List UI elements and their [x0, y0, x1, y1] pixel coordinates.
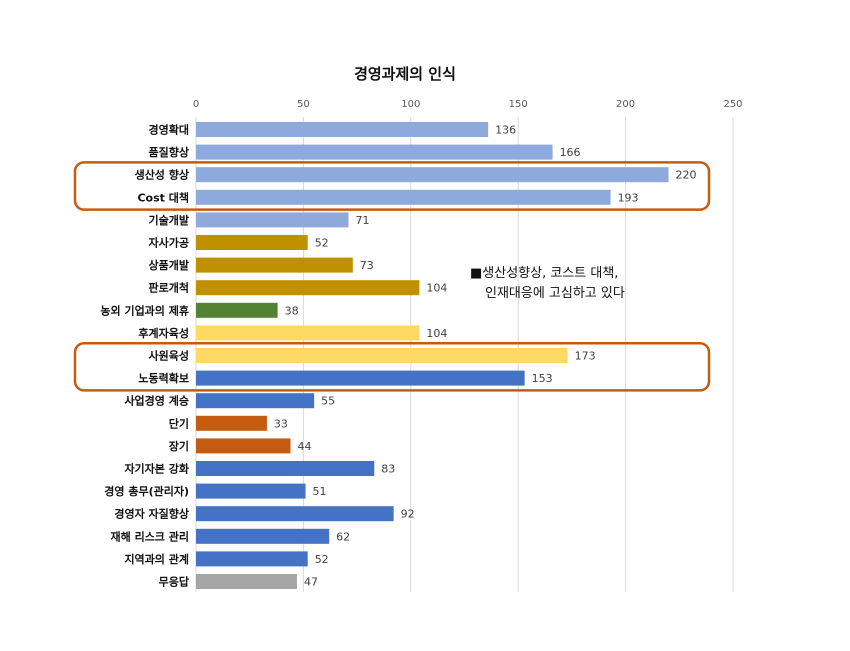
bar — [196, 325, 420, 341]
category-label: 사원육성 — [149, 349, 189, 363]
category-label: Cost 대책 — [137, 190, 189, 204]
value-label: 62 — [336, 530, 350, 543]
x-tick-label: 200 — [616, 99, 635, 110]
value-labels: 136 166 220 193 71 52 73 104 38 104 173 153 55 33 44 83… — [274, 124, 697, 589]
value-label: 47 — [304, 576, 318, 589]
bar — [196, 483, 306, 499]
x-tick-label: 0 — [193, 99, 199, 110]
bar — [196, 212, 349, 228]
x-axis-ticks: 0 50 100 150 200 250 — [193, 99, 743, 110]
value-label: 51 — [313, 485, 327, 498]
value-label: 166 — [560, 146, 581, 159]
category-label: 생산성 향상 — [135, 168, 189, 182]
bar — [196, 167, 669, 183]
category-label: 후계자육성 — [138, 326, 189, 340]
bar — [196, 415, 267, 431]
bar — [196, 189, 611, 205]
highlight-box — [73, 341, 711, 392]
annotation-line-2: 인재대응에 고심하고 있다 — [485, 286, 625, 301]
value-label: 193 — [618, 191, 639, 204]
bars — [196, 122, 669, 589]
category-label: 노동력확보 — [138, 371, 189, 385]
value-label: 33 — [274, 417, 288, 430]
value-label: 92 — [401, 508, 415, 521]
value-label: 44 — [298, 440, 312, 453]
category-label: 경영자 자질향상 — [114, 507, 189, 521]
value-label: 52 — [315, 237, 329, 250]
value-label: 38 — [285, 304, 299, 317]
value-label: 153 — [532, 372, 553, 385]
category-label: 사업경영 계승 — [124, 394, 189, 408]
category-label: 상품개발 — [149, 258, 189, 272]
x-tick-label: 150 — [509, 99, 528, 110]
bar — [196, 348, 568, 363]
chart-title: 경영과제의 인식 — [354, 65, 456, 83]
bar — [196, 302, 278, 318]
category-label: 농외 기업과의 제휴 — [100, 303, 189, 317]
category-label: 단기 — [169, 416, 189, 430]
bar — [196, 438, 291, 454]
bar — [196, 528, 330, 544]
value-label: 71 — [356, 214, 370, 227]
value-label: 55 — [321, 395, 335, 408]
bar — [196, 506, 394, 522]
category-label: 경영확대 — [149, 123, 189, 137]
category-label: 기술개발 — [149, 213, 189, 227]
value-label: 136 — [495, 124, 516, 137]
bar — [196, 144, 553, 160]
annotation-line-1: ■생산성향상, 코스트 대책, — [470, 266, 618, 281]
bar — [196, 370, 525, 386]
value-label: 220 — [676, 169, 697, 182]
category-label: 자기자본 강화 — [124, 462, 189, 476]
x-tick-label: 250 — [723, 99, 742, 110]
bar — [196, 280, 420, 296]
value-label: 104 — [426, 327, 447, 340]
category-label: 지역과의 관계 — [124, 552, 189, 566]
value-label: 104 — [426, 282, 447, 295]
bar — [196, 257, 353, 273]
category-label: 경영 총무(관리자) — [104, 484, 189, 498]
highlight-box — [73, 161, 711, 211]
highlight-boxes — [73, 161, 711, 392]
category-label: 무응답 — [159, 575, 189, 589]
category-label: 판로개척 — [149, 281, 189, 295]
x-tick-label: 50 — [297, 99, 310, 110]
bar — [196, 122, 489, 137]
category-label: 재해 리스크 관리 — [111, 529, 190, 543]
bar — [196, 235, 308, 250]
bar — [196, 574, 297, 589]
bar — [196, 393, 315, 409]
bar — [196, 551, 308, 567]
category-label: 장기 — [169, 439, 189, 453]
category-label: 자사가공 — [149, 236, 189, 250]
value-label: 73 — [360, 259, 374, 272]
category-label: 품질향상 — [149, 145, 189, 159]
value-label: 83 — [381, 463, 395, 476]
x-tick-label: 100 — [401, 99, 420, 110]
bar — [196, 461, 375, 476]
value-label: 173 — [575, 350, 596, 363]
value-label: 52 — [315, 553, 329, 566]
